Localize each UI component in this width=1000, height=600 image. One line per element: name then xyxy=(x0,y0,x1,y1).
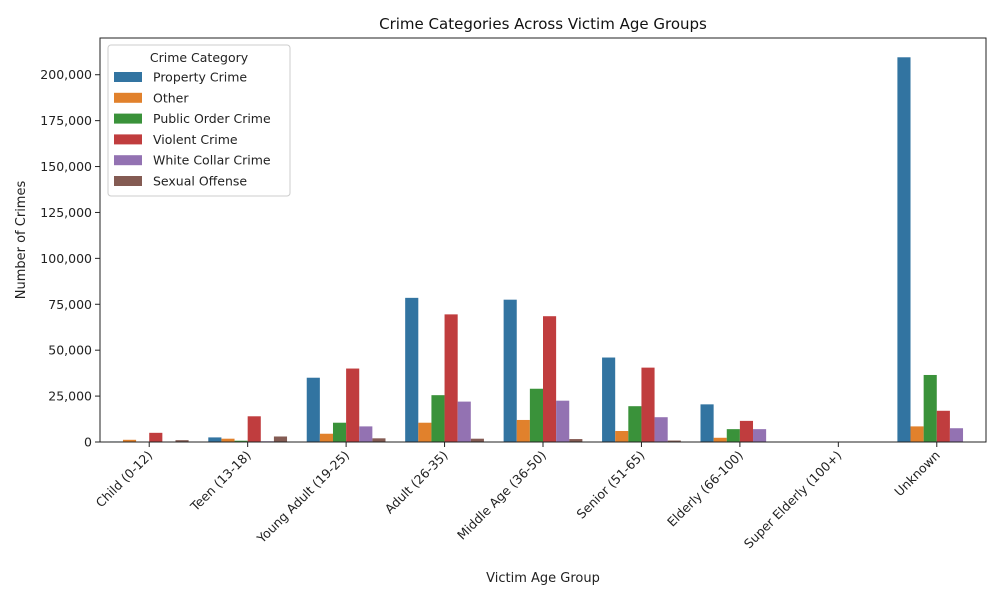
bar xyxy=(208,437,222,442)
bar xyxy=(444,314,458,442)
legend-label: Other xyxy=(153,90,189,105)
y-tick-label: 100,000 xyxy=(40,251,92,266)
legend-box xyxy=(107,44,291,197)
y-tick-label: 25,000 xyxy=(48,389,92,404)
bar xyxy=(897,57,911,442)
chart-title: Crime Categories Across Victim Age Group… xyxy=(379,15,707,33)
bar xyxy=(457,401,471,442)
legend-label: White Collar Crime xyxy=(153,153,271,168)
bar xyxy=(543,316,557,442)
bar xyxy=(602,357,616,442)
bar xyxy=(667,440,681,442)
x-axis-label: Victim Age Group xyxy=(486,571,600,586)
bar xyxy=(122,439,137,442)
bar xyxy=(503,299,517,442)
bar xyxy=(221,438,235,442)
bar xyxy=(516,419,530,442)
bar xyxy=(739,420,754,442)
bar xyxy=(431,395,445,442)
legend: Crime Category Property Crime Other Public… xyxy=(107,44,291,197)
legend-swatch xyxy=(114,155,142,166)
legend-title: Crime Category xyxy=(150,50,249,65)
bar xyxy=(753,429,767,442)
bar xyxy=(247,416,261,442)
bar xyxy=(556,400,570,442)
bar xyxy=(654,417,668,442)
bar xyxy=(936,410,950,442)
bar xyxy=(175,440,189,442)
bar xyxy=(713,437,727,442)
bar xyxy=(470,438,484,442)
bar xyxy=(319,433,333,442)
y-tick-label: 75,000 xyxy=(48,297,92,312)
bar xyxy=(569,439,583,442)
bar xyxy=(149,432,163,442)
bar xyxy=(923,374,937,442)
legend-label: Sexual Offense xyxy=(153,174,247,189)
bar xyxy=(405,297,419,442)
y-tick-label: 50,000 xyxy=(48,343,92,358)
legend-swatch xyxy=(114,92,142,103)
bar xyxy=(700,404,714,442)
bar xyxy=(234,440,248,442)
bar xyxy=(529,388,543,442)
y-tick-label: 150,000 xyxy=(40,159,92,174)
y-tick-label: 0 xyxy=(84,435,92,450)
bar xyxy=(372,438,386,442)
y-tick-label: 200,000 xyxy=(40,67,92,82)
bar xyxy=(346,368,360,442)
plot-frame xyxy=(99,37,987,443)
legend-swatch xyxy=(114,176,142,186)
bar xyxy=(726,429,740,442)
bar xyxy=(910,426,924,442)
bar xyxy=(641,367,655,442)
bar xyxy=(418,422,432,442)
legend-swatch xyxy=(114,113,142,124)
y-tick-label: 125,000 xyxy=(40,205,92,220)
legend-label: Property Crime xyxy=(153,70,247,85)
bar xyxy=(332,422,347,442)
legend-label: Public Order Crime xyxy=(153,111,271,126)
y-axis-label: Number of Crimes xyxy=(14,181,29,300)
y-tick-label: 175,000 xyxy=(40,113,92,128)
bar xyxy=(949,428,964,442)
bar xyxy=(628,406,642,442)
bar xyxy=(306,377,320,442)
bar xyxy=(273,436,288,442)
bar xyxy=(359,426,373,442)
bar xyxy=(615,430,629,442)
legend-swatch xyxy=(114,134,142,145)
legend-label: Violent Crime xyxy=(153,132,238,147)
legend-swatch xyxy=(114,72,142,82)
